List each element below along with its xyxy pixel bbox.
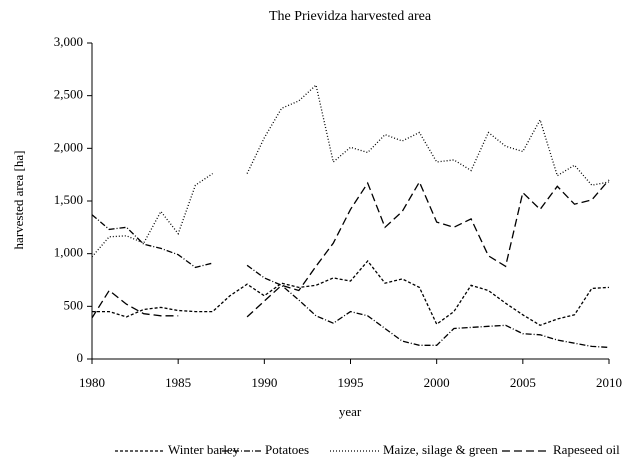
y-tick-label: 1,000 [54,245,83,260]
y-tick-label: 3,000 [54,34,83,49]
legend-label: Winter barley [168,442,240,457]
legend-label: Maize, silage & green [383,442,498,457]
x-tick-label: 1985 [165,375,191,390]
series-line [91,83,610,258]
x-tick-label: 2000 [424,375,450,390]
x-tick-label: 1980 [79,375,105,390]
legend-label: Rapeseed oil [553,442,620,457]
legend-label: Potatoes [265,442,309,457]
y-tick-label: 500 [64,297,84,312]
x-axis-label: year [339,404,362,419]
x-tick-label: 1995 [338,375,364,390]
series-line [92,259,610,327]
series-line [91,214,610,349]
y-tick-label: 0 [77,350,84,365]
series-line [91,179,610,319]
x-tick-label: 2010 [596,375,622,390]
y-tick-label: 2,000 [54,139,83,154]
x-tick-label: 1990 [251,375,277,390]
y-tick-label: 2,500 [54,87,83,102]
y-axis-label: harvested area [ha] [11,151,26,250]
y-tick-label: 1,500 [54,192,83,207]
chart-title: The Prievidza harvested area [269,9,432,24]
x-tick-label: 2005 [510,375,536,390]
